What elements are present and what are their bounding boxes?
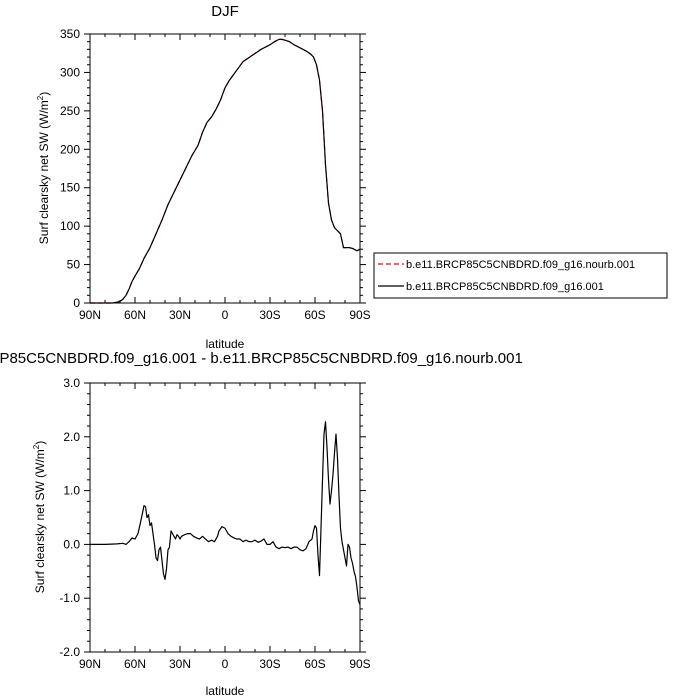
- panel-top-series-line-1: [90, 38, 361, 304]
- panel-bottom-ytick-label: 1.0: [63, 484, 80, 498]
- panel-bottom-ytick-label: 3.0: [63, 376, 80, 390]
- panel-top-xtick-label: 0: [222, 308, 229, 322]
- panel-top-y-axis-label-end: ): [37, 92, 51, 96]
- panel-bottom-series-layer: [90, 421, 361, 605]
- panel-bottom-ytick-label: -1.0: [59, 591, 80, 605]
- panel-top-ytick-label: 100: [60, 219, 80, 233]
- panel-bottom-xtick-label: 60S: [304, 657, 325, 671]
- panel-bottom-xtick-label: 90S: [349, 657, 370, 671]
- panel-top-xtick-label: 30S: [259, 308, 280, 322]
- panel-top-y-axis-label-main: Surf clearsky net SW (W/m: [37, 100, 51, 244]
- legend-label-nourb: b.e11.BRCP85C5CNBDRD.f09_g16.nourb.001: [406, 259, 635, 271]
- panel-top-xtick-label: 90S: [349, 308, 370, 322]
- panel-bottom: b.e11.BRCP85C5CNBDRD.f09_g16.001 - b.e11…: [0, 350, 523, 698]
- panel-bottom-y-axis-label-main: Surf clearsky net SW (W/m: [33, 449, 47, 593]
- panel-bottom-y-axis-label-end: ): [33, 441, 47, 445]
- panel-bottom-ytick-label: 2.0: [63, 430, 80, 444]
- panel-top-ytick-label: 200: [60, 142, 80, 156]
- panel-bottom-frame: [89, 382, 361, 653]
- panel-top-frame: [89, 33, 361, 304]
- panel-top-ytick-label: 0: [73, 296, 80, 310]
- legend-label-control: b.e11.BRCP85C5CNBDRD.f09_g16.001: [406, 281, 604, 293]
- panel-bottom-xtick-label: 60N: [124, 657, 146, 671]
- panel-top-ytick-label: 150: [60, 181, 80, 195]
- panel-top-xtick-label: 60S: [304, 308, 325, 322]
- panel-top-series-layer: [90, 38, 361, 304]
- legend: b.e11.BRCP85C5CNBDRD.f09_g16.nourb.001 b…: [373, 252, 668, 299]
- panel-top-ytick-label: 50: [67, 258, 81, 272]
- panel-top-ticks: 90N 60N 30N 0 30S 60S 90S 0 50 100 150 200 250 300 350: [60, 27, 371, 322]
- panel-bottom-y-axis-label-sup: 2: [32, 444, 41, 449]
- panel-top-xtick-label: 30N: [169, 308, 191, 322]
- panel-bottom-y-axis-label: Surf clearsky net SW (W/m2): [32, 441, 47, 593]
- panel-top: DJF 90N 60N 30N 0 30S 60S 90S 0 50 100 150 200 250 30…: [36, 3, 371, 351]
- panel-bottom-xtick-label: 90N: [79, 657, 101, 671]
- legend-box: [373, 252, 668, 299]
- panel-top-x-axis-label: latitude: [206, 337, 245, 351]
- panel-bottom-x-axis-label: latitude: [206, 684, 245, 698]
- panel-top-y-axis-label: Surf clearsky net SW (W/m2): [36, 92, 51, 244]
- panel-top-xtick-label: 90N: [79, 308, 101, 322]
- panel-top-ytick-label: 250: [60, 104, 80, 118]
- panel-bottom-xtick-label: 30N: [169, 657, 191, 671]
- panel-bottom-ytick-label: 0.0: [63, 537, 80, 551]
- panel-top-ytick-label: 350: [60, 27, 80, 41]
- panel-bottom-xtick-label: 0: [222, 657, 229, 671]
- panel-top-xtick-label: 60N: [124, 308, 146, 322]
- panel-bottom-series-line-0: [90, 421, 361, 605]
- panel-bottom-ytick-label: -2.0: [59, 645, 80, 659]
- panel-top-title: DJF: [211, 3, 239, 20]
- panel-bottom-ticks: 90N 60N 30N 0 30S 60S 90S -2.0 -1.0 0.0 1.0 2.0 3.0: [59, 376, 370, 671]
- panel-bottom-xtick-label: 30S: [259, 657, 280, 671]
- panel-top-ytick-label: 300: [60, 65, 80, 79]
- panel-top-y-axis-label-sup: 2: [36, 95, 45, 100]
- panel-bottom-title: b.e11.BRCP85C5CNBDRD.f09_g16.001 - b.e11…: [0, 350, 523, 367]
